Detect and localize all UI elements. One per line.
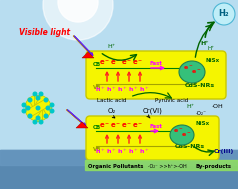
Text: NiSx: NiSx <box>196 121 210 126</box>
Text: e$^-$: e$^-$ <box>191 68 201 76</box>
Circle shape <box>33 120 37 124</box>
Text: e$^-$: e$^-$ <box>132 121 144 130</box>
Text: Visible light: Visible light <box>20 28 70 37</box>
Text: Fast: Fast <box>149 124 162 129</box>
Polygon shape <box>34 95 42 121</box>
Bar <box>0 0 238 155</box>
Text: h$^+$: h$^+$ <box>106 147 116 156</box>
Text: CdS-NRs: CdS-NRs <box>185 83 215 88</box>
Text: e$^-$: e$^-$ <box>121 121 133 130</box>
Bar <box>0 150 238 189</box>
Circle shape <box>46 106 50 110</box>
Polygon shape <box>28 95 48 121</box>
Circle shape <box>43 0 113 40</box>
Text: e$^-$: e$^-$ <box>99 58 111 67</box>
Text: ·O₂⁻: ·O₂⁻ <box>195 111 206 116</box>
Text: Fast: Fast <box>150 61 163 66</box>
Text: H⁺: H⁺ <box>200 41 208 46</box>
FancyBboxPatch shape <box>86 116 219 160</box>
Text: Cr(III): Cr(III) <box>214 149 234 154</box>
Text: e$^-$: e$^-$ <box>110 58 122 67</box>
Circle shape <box>33 92 37 96</box>
Circle shape <box>36 116 40 120</box>
Polygon shape <box>25 98 51 118</box>
Circle shape <box>28 98 32 102</box>
Circle shape <box>39 120 43 124</box>
Text: H₂: H₂ <box>219 9 229 19</box>
Text: H⁺: H⁺ <box>107 44 115 49</box>
Text: CB: CB <box>93 125 101 130</box>
Text: e$^-$: e$^-$ <box>110 121 122 130</box>
Text: Lactic acid: Lactic acid <box>97 98 126 103</box>
Circle shape <box>39 92 43 96</box>
Circle shape <box>213 3 235 25</box>
Circle shape <box>50 103 54 107</box>
Text: e$^-$: e$^-$ <box>132 58 144 67</box>
FancyBboxPatch shape <box>86 51 226 99</box>
Text: CB: CB <box>93 62 101 67</box>
Bar <box>85 160 238 170</box>
Circle shape <box>26 106 30 110</box>
Ellipse shape <box>179 61 205 83</box>
Text: O₂: O₂ <box>108 108 116 114</box>
Text: h$^+$: h$^+$ <box>95 85 105 94</box>
Text: H⁺: H⁺ <box>186 104 194 109</box>
Text: h$^+$: h$^+$ <box>117 147 127 156</box>
Polygon shape <box>28 95 48 121</box>
Circle shape <box>44 114 48 118</box>
Text: e$^-$: e$^-$ <box>183 64 193 72</box>
Text: h$^+$: h$^+$ <box>139 147 149 156</box>
Text: H⁺: H⁺ <box>208 46 215 51</box>
Circle shape <box>44 98 48 102</box>
Text: h$^+$: h$^+$ <box>128 147 138 156</box>
Circle shape <box>36 96 40 100</box>
Text: e$^-$: e$^-$ <box>99 121 111 130</box>
Text: e$^-$: e$^-$ <box>121 58 133 67</box>
Circle shape <box>22 109 26 113</box>
Text: h$^+$: h$^+$ <box>117 85 127 94</box>
Text: By-products: By-products <box>195 164 231 169</box>
Text: NiSx: NiSx <box>205 58 219 63</box>
Circle shape <box>28 114 32 118</box>
Polygon shape <box>76 122 88 128</box>
Polygon shape <box>25 104 51 112</box>
Text: h$^+$: h$^+$ <box>139 85 149 94</box>
Text: ·OH: ·OH <box>211 104 223 109</box>
Text: Organic Pollutants: Organic Pollutants <box>88 164 143 169</box>
Text: Cr(VI): Cr(VI) <box>143 108 163 115</box>
Text: Pyruvic acid: Pyruvic acid <box>155 98 188 103</box>
Text: CdS-NRs: CdS-NRs <box>175 144 205 149</box>
Ellipse shape <box>170 125 194 145</box>
Polygon shape <box>82 52 94 58</box>
Text: e$^-$: e$^-$ <box>173 127 183 135</box>
Text: ·O₂⁻ >>h⁺>-OH: ·O₂⁻ >>h⁺>-OH <box>148 164 187 169</box>
Circle shape <box>36 106 40 110</box>
Circle shape <box>58 0 98 22</box>
Bar <box>0 150 238 165</box>
Text: VB: VB <box>93 85 101 90</box>
Text: h$^+$: h$^+$ <box>128 85 138 94</box>
Text: h$^+$: h$^+$ <box>106 85 116 94</box>
Circle shape <box>50 109 54 113</box>
Text: h$^+$: h$^+$ <box>95 147 105 156</box>
Text: e$^-$: e$^-$ <box>181 131 191 139</box>
Text: VB: VB <box>93 147 101 152</box>
Circle shape <box>22 103 26 107</box>
Polygon shape <box>25 98 51 118</box>
